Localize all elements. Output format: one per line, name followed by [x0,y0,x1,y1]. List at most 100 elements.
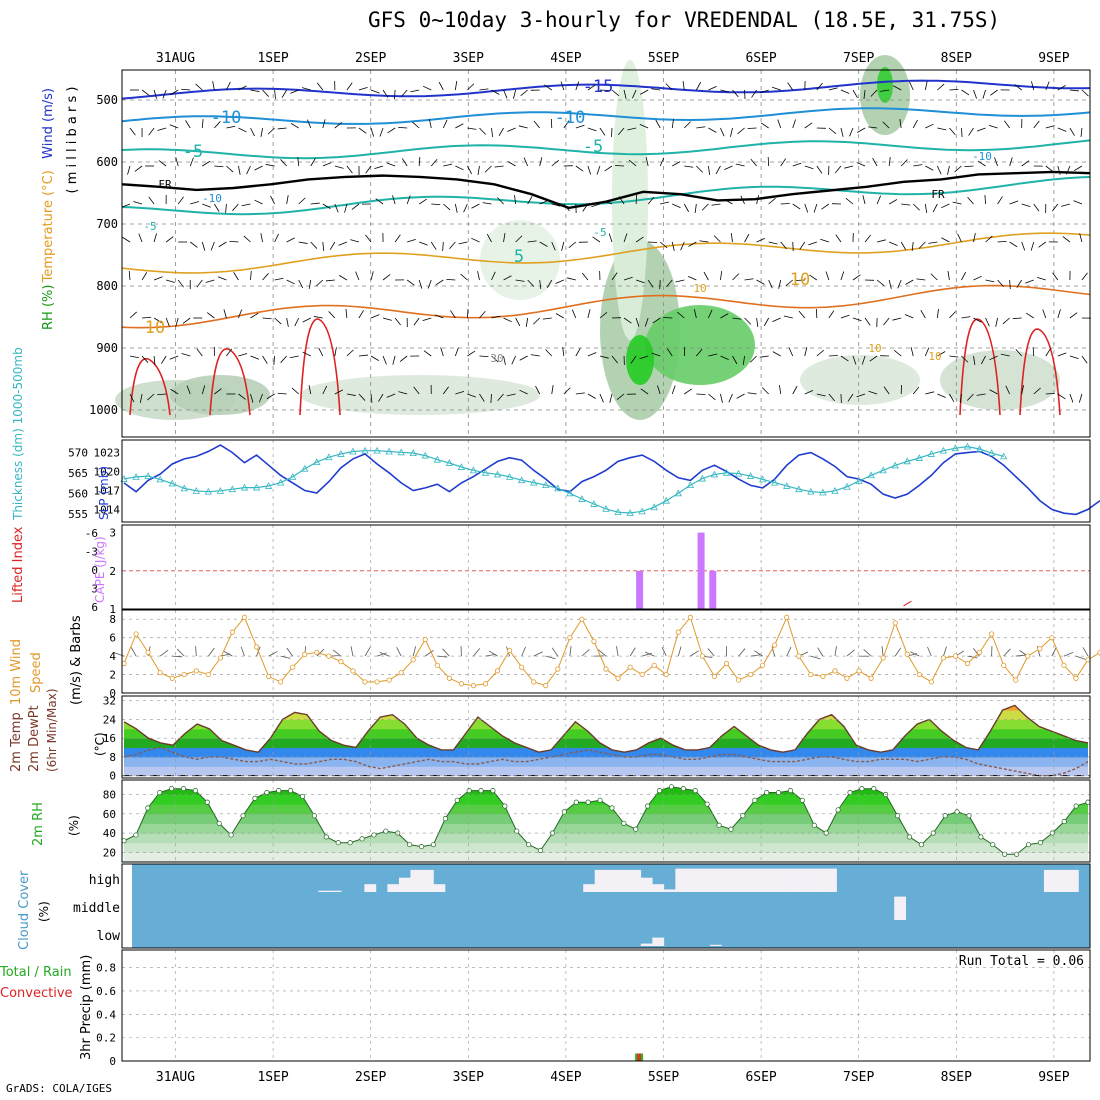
wind-speed-point [675,629,681,635]
cloud-cell [698,868,711,892]
wind-barb [214,121,221,129]
wind-barb [909,81,914,91]
wind-barb [322,162,332,167]
wind-barb [582,203,589,212]
wind-barb [916,278,926,281]
wind-speed-point [591,638,597,644]
wind-barb [396,647,402,657]
wind-barb [226,165,234,173]
wind-barb [539,241,548,247]
wind-barb [555,279,564,284]
wind-barb [382,89,389,98]
thickness-marker [433,455,441,463]
wind-barb [840,127,844,137]
thickness-marker [240,483,249,491]
wind-barb [730,233,733,243]
wind-barb [952,201,962,205]
wind-barb [262,317,272,320]
wind-barb [1069,312,1078,319]
wind-barb [147,393,155,401]
rh-point [204,799,210,805]
contour-label: -10 [555,108,586,128]
thickness-marker [674,489,682,497]
wind-barb [413,386,420,395]
wind-barb [302,351,311,357]
wind-barb [418,279,423,289]
wind-barb [535,385,541,395]
slp-tick: 1023 [94,447,121,460]
cape-bar [636,570,644,609]
wind-barb [644,651,655,657]
wind-barb [134,165,143,172]
wind-barb [876,195,881,205]
wind-ylabel-1: 10m Wind [9,639,24,705]
wind-barb [604,165,613,172]
wind-barb [334,203,339,213]
wind-barb [964,165,974,168]
wind-barb [780,158,787,167]
thickness-marker [505,473,514,480]
wind-barb [652,317,661,324]
wind-barb [967,655,978,659]
wind-barb [449,241,456,250]
wind-speed-point [880,655,886,661]
thickness-marker [987,449,996,457]
li-tick: 3 [91,583,98,596]
rh-point [383,828,389,834]
wind-barb [756,279,765,285]
wind-barb [904,314,914,319]
contour-label: 10 [790,270,810,290]
wind-barb [603,200,613,205]
wind-barb [994,157,998,167]
wind-barb [533,651,543,657]
thickness-marker [963,442,972,450]
wind-barb [376,652,387,657]
wind-speed-point [760,662,766,668]
wind-barb [900,159,908,167]
thickness-tick: 565 [68,467,88,480]
wind-barb [238,393,246,400]
panel-bg [122,950,1090,1061]
thickness-marker [843,482,851,490]
thickness-marker [144,472,152,479]
thickness-marker [807,487,815,495]
wind-barb [816,165,823,174]
wind-barb [1052,272,1059,281]
wind-speed-point [567,635,573,641]
wind-barb [486,233,492,243]
wind-barb [623,233,628,243]
wind-barb [527,196,533,205]
wind-barb [401,158,408,167]
wind-barb [977,160,986,167]
wind-barb [442,241,444,252]
wind-barb [694,203,697,213]
wind-speed-point [241,614,248,620]
wind-speed-point [904,651,910,657]
thickness-marker [204,487,213,495]
wind-speed-point [1097,649,1100,656]
wind-barb [443,163,453,167]
wind-barb [280,159,287,167]
wind-barb [298,241,308,244]
dewpoint-line [123,746,1089,777]
chart-title: GFS 0~10day 3-hourly for VREDENDAL (18.5… [368,8,1001,32]
wind-barb [555,313,564,319]
wind-barb [635,317,640,327]
wind-barb [1033,203,1040,212]
wind-barb [280,655,291,659]
thickness-marker [975,445,984,452]
wind-barb [392,195,396,205]
rh-point [276,788,282,794]
cloud-level-label: middle [73,901,120,916]
wind-barb [238,165,241,175]
wind-barb [205,279,215,283]
wind-barb [659,241,668,249]
li-tick: -3 [85,546,98,559]
wind-barb [491,89,500,95]
wind-barb [358,86,368,91]
thickness-marker [397,448,405,456]
wind-speed-point [302,651,308,657]
wind-barb [563,120,570,129]
wind-barb [129,127,136,136]
wind-barb [129,355,139,359]
